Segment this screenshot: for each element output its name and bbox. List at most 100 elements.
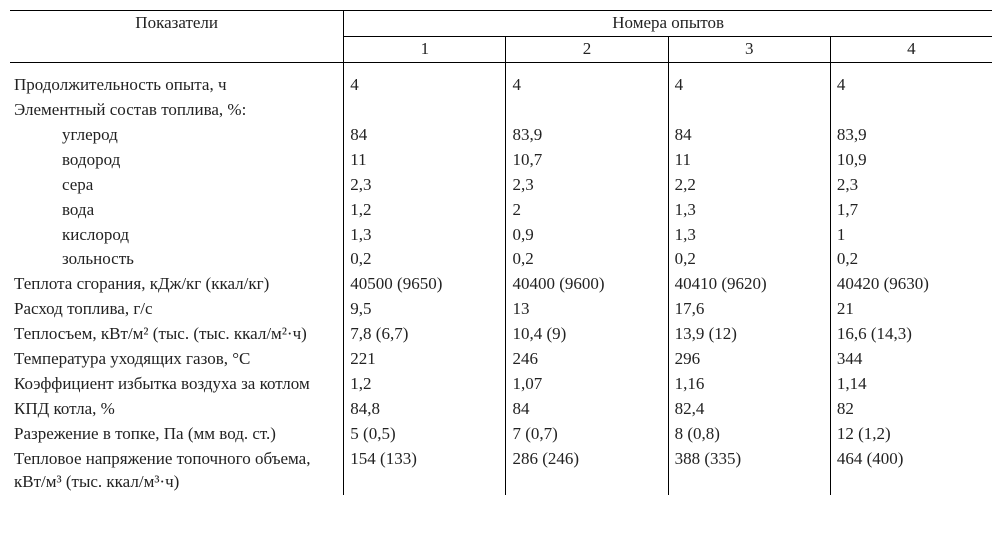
row-label: вода (10, 198, 344, 223)
header-group: Номера опытов (344, 11, 992, 37)
row-value: 40420 (9630) (830, 272, 992, 297)
row-value: 0,9 (506, 223, 668, 248)
row-value: 7 (0,7) (506, 422, 668, 447)
row-value: 2,3 (506, 173, 668, 198)
row-value (344, 98, 506, 123)
row-value: 9,5 (344, 297, 506, 322)
table-body: Продолжительность опыта, ч4444Элементный… (10, 62, 992, 494)
row-value: 84 (668, 123, 830, 148)
row-value: 16,6 (14,3) (830, 322, 992, 347)
row-value: 5 (0,5) (344, 422, 506, 447)
row-value: 84 (506, 397, 668, 422)
row-value: 221 (344, 347, 506, 372)
row-value: 10,9 (830, 148, 992, 173)
table-row: углерод8483,98483,9 (10, 123, 992, 148)
header-col-2: 2 (506, 36, 668, 62)
table-row: Продолжительность опыта, ч4444 (10, 73, 992, 98)
row-label: Разрежение в топке, Па (мм вод. ст.) (10, 422, 344, 447)
row-value: 2,3 (344, 173, 506, 198)
row-value: 464 (400) (830, 447, 992, 495)
row-value: 1 (830, 223, 992, 248)
row-value: 7,8 (6,7) (344, 322, 506, 347)
header-param: Показатели (10, 11, 344, 63)
table-row: вода1,221,31,7 (10, 198, 992, 223)
row-value: 1,7 (830, 198, 992, 223)
row-value: 2,2 (668, 173, 830, 198)
row-label: Коэффициент избытка воздуха за котлом (10, 372, 344, 397)
row-value: 8 (0,8) (668, 422, 830, 447)
row-value: 4 (668, 73, 830, 98)
row-label: Тепловое напряжение топочного объема, кВ… (10, 447, 344, 495)
row-value: 10,7 (506, 148, 668, 173)
row-label: сера (10, 173, 344, 198)
row-value: 1,07 (506, 372, 668, 397)
table-row: зольность0,20,20,20,2 (10, 247, 992, 272)
row-value: 388 (335) (668, 447, 830, 495)
table-row: Теплота сгорания, кДж/кг (ккал/кг)40500 … (10, 272, 992, 297)
row-value (506, 98, 668, 123)
row-value: 1,2 (344, 372, 506, 397)
row-value: 0,2 (668, 247, 830, 272)
row-value: 11 (344, 148, 506, 173)
row-value: 1,3 (668, 198, 830, 223)
row-value: 84 (344, 123, 506, 148)
row-value: 12 (1,2) (830, 422, 992, 447)
row-value: 0,2 (830, 247, 992, 272)
row-value: 21 (830, 297, 992, 322)
row-value: 82,4 (668, 397, 830, 422)
row-value: 10,4 (9) (506, 322, 668, 347)
row-value (668, 98, 830, 123)
row-value: 246 (506, 347, 668, 372)
table-row: Теплосъем, кВт/м² (тыс. (тыс. ккал/м²·ч)… (10, 322, 992, 347)
table-row: водород1110,71110,9 (10, 148, 992, 173)
row-value: 296 (668, 347, 830, 372)
row-label: Расход топлива, г/с (10, 297, 344, 322)
row-label: водород (10, 148, 344, 173)
row-value: 82 (830, 397, 992, 422)
row-label: Температура уходящих газов, °С (10, 347, 344, 372)
row-value: 83,9 (506, 123, 668, 148)
row-value: 4 (830, 73, 992, 98)
row-value: 4 (344, 73, 506, 98)
row-value: 1,2 (344, 198, 506, 223)
table-row: кислород1,30,91,31 (10, 223, 992, 248)
row-value: 154 (133) (344, 447, 506, 495)
row-label: КПД котла, % (10, 397, 344, 422)
row-label: Теплосъем, кВт/м² (тыс. (тыс. ккал/м²·ч) (10, 322, 344, 347)
row-value: 4 (506, 73, 668, 98)
table-row: Тепловое напряжение топочного объема, кВ… (10, 447, 992, 495)
row-label: Теплота сгорания, кДж/кг (ккал/кг) (10, 272, 344, 297)
header-col-3: 3 (668, 36, 830, 62)
row-value: 84,8 (344, 397, 506, 422)
row-value: 1,3 (668, 223, 830, 248)
row-value: 286 (246) (506, 447, 668, 495)
table-row: сера2,32,32,22,3 (10, 173, 992, 198)
table-row: Разрежение в топке, Па (мм вод. ст.)5 (0… (10, 422, 992, 447)
header-col-1: 1 (344, 36, 506, 62)
row-value: 0,2 (506, 247, 668, 272)
row-value: 1,14 (830, 372, 992, 397)
row-value: 40400 (9600) (506, 272, 668, 297)
row-value: 2 (506, 198, 668, 223)
row-value: 83,9 (830, 123, 992, 148)
table-row: Элементный состав топлива, %: (10, 98, 992, 123)
table-row: Температура уходящих газов, °С2212462963… (10, 347, 992, 372)
table-row: КПД котла, %84,88482,482 (10, 397, 992, 422)
row-value (830, 98, 992, 123)
row-label: кислород (10, 223, 344, 248)
row-value: 0,2 (344, 247, 506, 272)
row-label: Элементный состав топлива, %: (10, 98, 344, 123)
row-value: 344 (830, 347, 992, 372)
row-value: 40500 (9650) (344, 272, 506, 297)
row-value: 40410 (9620) (668, 272, 830, 297)
row-value: 13,9 (12) (668, 322, 830, 347)
row-label: Продолжительность опыта, ч (10, 73, 344, 98)
row-label: зольность (10, 247, 344, 272)
row-value: 2,3 (830, 173, 992, 198)
row-label: углерод (10, 123, 344, 148)
row-value: 1,16 (668, 372, 830, 397)
row-value: 17,6 (668, 297, 830, 322)
row-value: 13 (506, 297, 668, 322)
data-table: Показатели Номера опытов 1 2 3 4 Продолж… (10, 10, 992, 495)
table-row: Коэффициент избытка воздуха за котлом1,2… (10, 372, 992, 397)
